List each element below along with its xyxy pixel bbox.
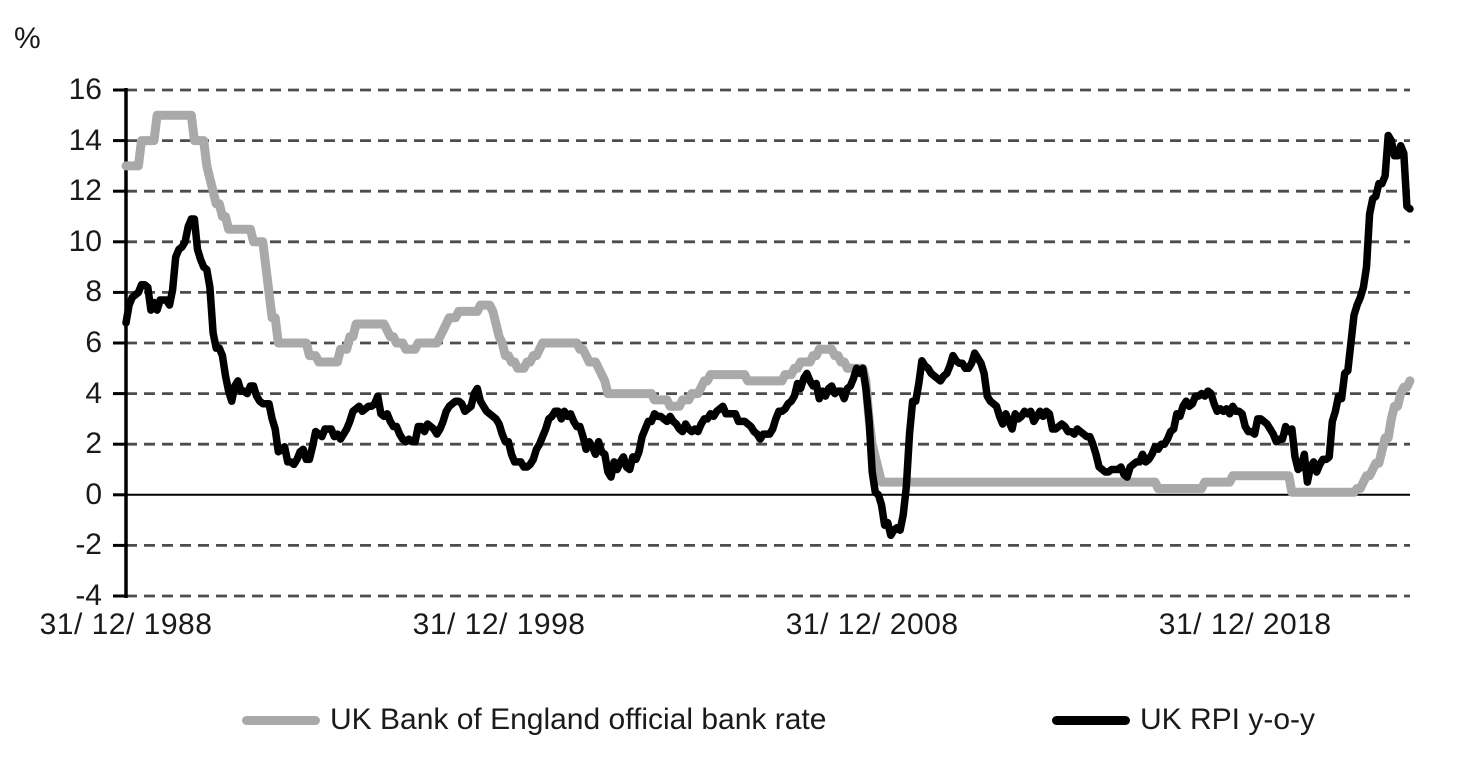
y-axis-tick-label: 0 [85, 477, 102, 511]
legend-item-rpi: UK RPI y-o-y [1052, 700, 1315, 740]
y-axis-tick-label: 10 [68, 224, 102, 258]
legend-label-rpi: UK RPI y-o-y [1140, 703, 1316, 736]
legend-swatch-bank-rate [242, 715, 320, 725]
x-axis-tick-label: 31/ 12/ 2008 [785, 608, 959, 641]
y-axis-tick-label: 14 [68, 123, 102, 157]
y-axis-tick-label: 4 [85, 376, 102, 410]
series-line-rpi [122, 131, 1414, 540]
y-axis-tick-label: 8 [85, 275, 102, 309]
y-axis-tick-label: 12 [68, 174, 102, 208]
x-axis-tick-label: 31/ 12/ 1988 [39, 608, 213, 641]
x-axis-tick-label: 31/ 12/ 1998 [412, 608, 586, 641]
legend-swatch-rpi [1052, 715, 1130, 725]
y-axis-tick-label: 6 [85, 326, 102, 359]
legend-label-bank-rate: UK Bank of England official bank rate [330, 703, 827, 736]
y-axis-tick-label: -4 [75, 579, 102, 612]
x-axis-tick-label: 31/ 12/ 2018 [1158, 608, 1332, 641]
y-axis-tick-label: -2 [75, 528, 102, 562]
y-axis-tick-label: 16 [68, 73, 102, 106]
legend: UK Bank of England official bank rate UK… [0, 700, 1484, 740]
y-axis-tick-label: 2 [85, 427, 102, 461]
y-axis-unit-label: % [14, 22, 41, 55]
legend-item-bank-rate: UK Bank of England official bank rate [242, 700, 826, 740]
series-line-bank-rate [121, 110, 1415, 497]
